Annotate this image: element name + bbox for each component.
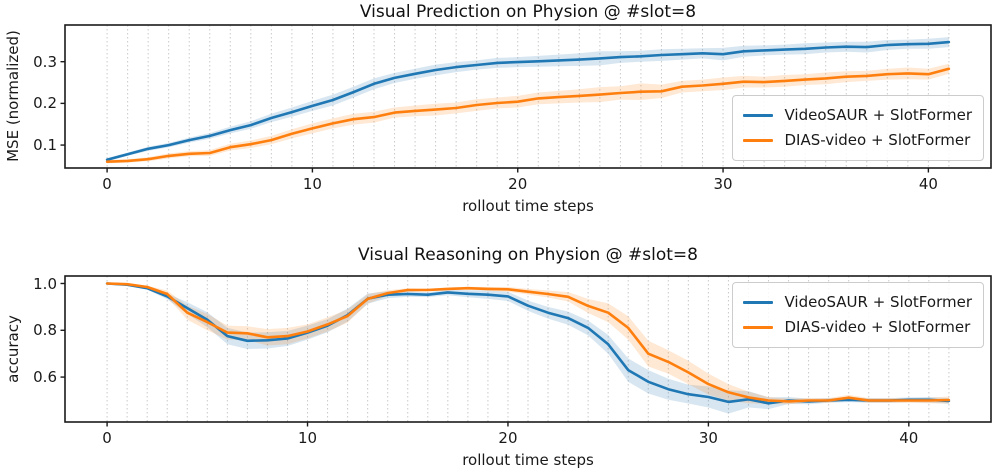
reasoning-x-axis-label: rollout time steps <box>462 451 594 469</box>
reasoning-chart-title: Visual Reasoning on Physion @ #slot=8 <box>358 245 698 265</box>
series-line-blue <box>105 40 951 161</box>
y-tick-label: 1.0 <box>33 274 57 293</box>
x-tick-label: 20 <box>508 175 528 193</box>
x-tick-label: 40 <box>918 175 938 193</box>
prediction-x-axis-label: rollout time steps <box>462 197 594 215</box>
prediction-chart-title: Visual Prediction on Physion @ #slot=8 <box>359 2 697 22</box>
x-tick-label: 20 <box>498 429 518 447</box>
legend-label: VideoSAUR + SlotFormer <box>784 106 972 124</box>
legend-label: DIAS-video + SlotFormer <box>784 318 971 336</box>
prediction-legend: VideoSAUR + SlotFormer DIAS-video + Slot… <box>732 95 984 161</box>
legend-line-sample-orange <box>743 139 774 142</box>
prediction-chart-svg <box>60 24 992 173</box>
legend-label: DIAS-video + SlotFormer <box>784 131 971 149</box>
x-tick-label: 40 <box>899 429 919 447</box>
plot-spines <box>64 275 992 423</box>
y-tick-label: 0.1 <box>33 136 57 155</box>
x-tick-label: 0 <box>102 175 112 193</box>
reasoning-plot-area: VideoSAUR + SlotFormer DIAS-video + Slot… <box>33 275 992 447</box>
x-tick-label: 10 <box>297 429 318 447</box>
reasoning-legend: VideoSAUR + SlotFormer DIAS-video + Slot… <box>732 282 984 348</box>
legend-line-sample-blue <box>743 114 774 117</box>
confidence-band <box>107 283 949 405</box>
legend-entry: VideoSAUR + SlotFormer <box>743 290 972 315</box>
plot-spines <box>64 24 992 169</box>
x-tick-label: 0 <box>102 429 112 447</box>
x-tick-label: 30 <box>698 429 718 447</box>
y-tick-label: 0.3 <box>33 52 57 71</box>
x-tick-label: 30 <box>713 175 733 193</box>
y-tick-label: 0.8 <box>33 321 57 340</box>
prediction-plot-area: VideoSAUR + SlotFormer DIAS-video + Slot… <box>33 24 992 193</box>
legend-entry: DIAS-video + SlotFormer <box>743 128 972 153</box>
legend-entry: VideoSAUR + SlotFormer <box>743 103 972 128</box>
y-tick-label: 0.6 <box>33 368 57 387</box>
legend-line-sample-blue <box>743 301 774 304</box>
series-line-orange <box>105 67 951 163</box>
y-tick-label: 0.2 <box>33 94 57 113</box>
series-line-orange <box>105 282 951 403</box>
legend-line-sample-orange <box>743 326 774 329</box>
x-tick-label: 10 <box>302 175 322 193</box>
legend-entry: DIAS-video + SlotFormer <box>743 315 972 340</box>
legend-label: VideoSAUR + SlotFormer <box>784 293 972 311</box>
